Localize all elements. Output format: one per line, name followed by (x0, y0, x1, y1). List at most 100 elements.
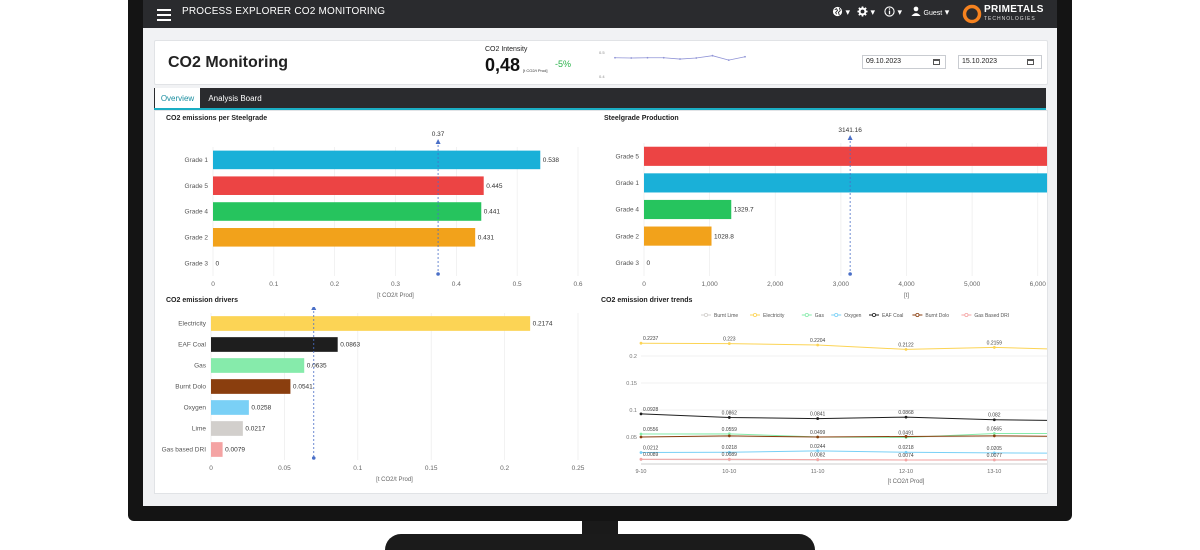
production-steelgrade-category-label: Grade 1 (616, 180, 640, 187)
sparkline-point (744, 55, 746, 58)
emission-drivers-x-tick: 0.2 (500, 465, 509, 472)
emission-drivers-x-tick: 0.05 (278, 465, 291, 472)
trend-y-tick: 0.2 (629, 354, 637, 360)
top-navbar: PROCESS EXPLORER CO2 MONITORING ▾ ▾ ▾ Gu… (143, 0, 1057, 28)
settings-caret: ▾ (870, 7, 876, 17)
date-from-input[interactable]: 09.10.2023 (862, 55, 946, 69)
gear-icon (857, 6, 868, 17)
language-menu[interactable]: ▾ (832, 6, 850, 18)
trend-point (992, 458, 996, 462)
user-caret: ▾ (944, 7, 950, 17)
production-steelgrade-category-label: Grade 3 (616, 260, 640, 267)
sparkline-point (679, 58, 681, 60)
chart-title-steelgrade-production: Steelgrade Production (604, 115, 679, 122)
trend-data-label: 0.0565 (987, 426, 1003, 432)
sparkline-point (646, 56, 649, 59)
chart-title-emission-drivers: CO2 emission drivers (166, 297, 238, 304)
app-title: PROCESS EXPLORER CO2 MONITORING (182, 6, 386, 17)
info-menu[interactable]: ▾ (884, 6, 902, 18)
emissions-steelgrade-x-tick: 0.2 (330, 281, 339, 288)
trend-data-label: 0.082 (988, 413, 1001, 419)
emission-drivers-category-label: Electricity (178, 321, 207, 328)
intensity-label: CO2 Intensity (485, 46, 528, 53)
trend-data-label: 0.0218 (898, 445, 914, 451)
emissions-steelgrade-marker-arrow (435, 139, 441, 144)
emission-drivers-category-label: Lime (192, 426, 206, 433)
trend-point (727, 432, 731, 436)
trend-y-tick: 0.1 (629, 408, 637, 414)
trend-legend-marker (804, 313, 809, 318)
trend-point (639, 432, 643, 436)
emission-drivers-x-tick: 0.15 (425, 465, 438, 472)
trend-x-label: [t CO2/t Prod] (888, 479, 925, 485)
emission-drivers-value-label: 0.2174 (533, 321, 553, 328)
production-steelgrade-x-tick: 4,000 (898, 281, 915, 288)
production-steelgrade-x-tick: 1,000 (701, 281, 718, 288)
user-menu[interactable]: Guest ▾ (911, 6, 949, 18)
production-steelgrade-category-label: Grade 2 (616, 233, 640, 240)
trend-data-label: 0.0841 (810, 412, 826, 418)
trend-y-tick: 0.15 (626, 381, 637, 387)
emission-drivers-category-label: Gas based DRI (162, 447, 207, 454)
trend-data-label: 0.0244 (810, 444, 826, 450)
trend-data-label: 0.0928 (643, 407, 659, 413)
emission-drivers-value-label: 0.0635 (307, 363, 327, 370)
chart-title-driver-trends: CO2 emission driver trends (601, 297, 693, 304)
emissions-steelgrade-category-label: Grade 2 (185, 235, 209, 242)
emissions-steelgrade-value-label: 0.445 (486, 183, 503, 190)
emission-drivers-value-label: 0.0079 (225, 447, 245, 454)
emission-drivers-bar (211, 337, 338, 352)
trend-legend-label: Burnt Dolo (925, 313, 949, 319)
trend-data-label: 0.0559 (722, 427, 738, 433)
emission-drivers-value-label: 0.0541 (293, 384, 313, 391)
emissions-steelgrade-bar (213, 228, 476, 247)
trend-point (904, 435, 908, 438)
date-from-value: 09.10.2023 (866, 58, 902, 65)
emission-drivers-bar (211, 400, 249, 415)
trend-legend-marker (834, 313, 839, 318)
calendar-icon[interactable] (1027, 59, 1034, 65)
trend-data-label: 0.0491 (898, 430, 914, 436)
emissions-steelgrade-x-tick: 0.6 (573, 281, 582, 288)
emission-drivers-chart: 0 0.05 0.1 0.15 0.2 0.25 [t CO2/t Prod] Electri… (162, 307, 585, 483)
emissions-steelgrade-x-tick: 0.3 (391, 281, 400, 288)
emission-drivers-marker-arrow (311, 307, 317, 310)
emission-drivers-category-label: Gas (194, 363, 207, 370)
trend-data-label: 0.2204 (810, 338, 826, 344)
trend-point (727, 450, 731, 454)
user-label: Guest (923, 10, 943, 17)
tab-overview[interactable]: Overview (155, 88, 200, 108)
globe-icon (832, 6, 843, 17)
emissions-steelgrade-x-tick: 0 (211, 281, 215, 288)
production-steelgrade-value-label: 1028.8 (714, 233, 734, 240)
trend-legend-marker (915, 313, 920, 318)
emission-drivers-x-label: [t CO2/t Prod] (376, 477, 413, 483)
trend-point (992, 451, 996, 455)
trend-point (904, 348, 908, 351)
sparkline-point (662, 56, 665, 59)
emission-drivers-bar (211, 358, 305, 373)
hamburger-icon[interactable] (157, 6, 171, 22)
trend-point (816, 458, 820, 461)
emissions-steelgrade-marker-dot (436, 272, 440, 276)
production-steelgrade-marker-arrow (847, 135, 853, 140)
sparkline-point (614, 56, 616, 59)
date-to-input[interactable]: 15.10.2023 (958, 55, 1042, 69)
sparkline-point (695, 57, 698, 59)
emissions-steelgrade-x-tick: 0.5 (513, 281, 522, 288)
intensity-unit: [t CO2/t Prod] (523, 68, 548, 73)
trend-x-tick: 9-10 (635, 469, 646, 475)
emissions-steelgrade-category-label: Grade 5 (185, 183, 209, 190)
trend-point (639, 412, 643, 416)
emissions-steelgrade-category-label: Grade 3 (185, 260, 209, 267)
trend-data-label: 0.0862 (722, 410, 738, 416)
overview-panel: CO2 emissions per Steelgrade Steelgrade … (154, 110, 1048, 494)
trend-point (727, 416, 731, 419)
tab-analysis-board[interactable]: Analysis Board (208, 94, 262, 103)
emissions-steelgrade-category-label: Grade 1 (185, 157, 209, 164)
settings-menu[interactable]: ▾ (857, 6, 875, 18)
calendar-icon[interactable] (933, 59, 940, 65)
production-steelgrade-x-label: [t] (904, 293, 909, 299)
trend-legend-label: EAF Coal (882, 313, 903, 319)
chart-title-steelgrade-emissions: CO2 emissions per Steelgrade (166, 115, 268, 122)
